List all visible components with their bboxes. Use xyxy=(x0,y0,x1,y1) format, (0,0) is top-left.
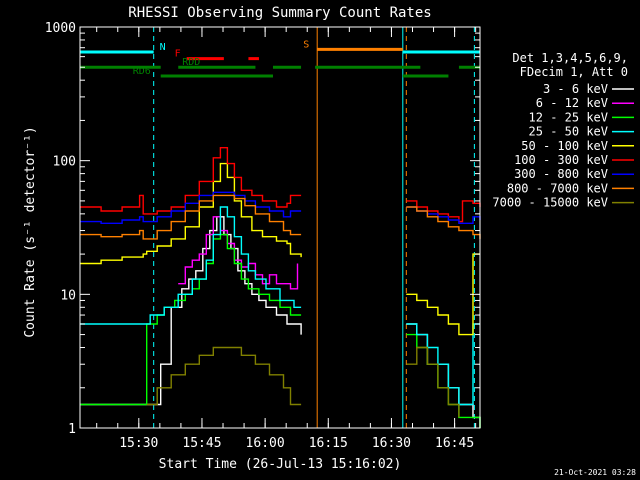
legend-header-0: Det 1,3,4,5,6,9, xyxy=(512,51,628,65)
x-tick-label-5: 16:45 xyxy=(435,436,474,451)
series-line-4-seg-1 xyxy=(406,253,480,336)
legend-entry-2: 12 - 25 keV xyxy=(529,110,608,124)
flag-label-n: N xyxy=(160,42,166,53)
timestamp: 21-Oct-2021 03:28 xyxy=(554,468,636,477)
x-tick-label-2: 16:00 xyxy=(246,436,285,451)
flag-label-rdd: RDD xyxy=(182,57,200,68)
legend-entry-8: 7000 - 15000 keV xyxy=(492,196,608,210)
x-tick-label-4: 16:30 xyxy=(372,436,411,451)
legend-entry-7: 800 - 7000 keV xyxy=(507,181,608,195)
legend-entry-4: 50 - 100 keV xyxy=(521,139,608,153)
legend-entry-5: 100 - 300 keV xyxy=(514,153,608,167)
flag-label-f: F xyxy=(175,49,181,60)
series-line-7-seg-0 xyxy=(80,194,302,240)
series-line-3-seg-1 xyxy=(406,323,480,406)
chart-title: RHESSI Observing Summary Count Rates xyxy=(128,5,431,21)
x-axis-label: Start Time (26-Jul-13 15:16:02) xyxy=(159,457,402,472)
series-line-8-seg-1 xyxy=(406,346,460,418)
legend-entry-0: 3 - 6 keV xyxy=(543,82,608,96)
legend-entry-6: 300 - 800 keV xyxy=(514,167,608,181)
series-line-4-seg-0 xyxy=(80,162,302,265)
legend-entry-3: 25 - 50 keV xyxy=(529,125,608,139)
series-line-1-seg-0 xyxy=(178,216,299,290)
legend-entry-1: 6 - 12 keV xyxy=(536,96,608,110)
y-tick-label-1: 10 xyxy=(60,288,76,303)
flag-label-rd6: RD6 xyxy=(133,66,151,77)
axes-frame xyxy=(79,26,481,429)
series-line-8-seg-0 xyxy=(146,346,302,406)
x-tick-label-1: 15:45 xyxy=(182,436,221,451)
flag-label-s: S xyxy=(303,39,309,50)
series-line-5-seg-0 xyxy=(80,147,302,215)
series-line-3-seg-0 xyxy=(80,206,302,325)
x-tick-label-3: 16:15 xyxy=(309,436,348,451)
legend: Det 1,3,4,5,6,9,FDecim 1, Att 0 3 - 6 keV… xyxy=(492,51,634,210)
y-tick-label-0: 1 xyxy=(68,422,76,437)
y-axis-label: Count Rate (s⁻¹ detector⁻¹) xyxy=(23,126,38,337)
y-tick-label-3: 1000 xyxy=(45,21,76,36)
legend-header-1: FDecim 1, Att 0 xyxy=(520,65,628,79)
series-line-7-seg-1 xyxy=(406,206,481,239)
series-line-6-seg-0 xyxy=(80,191,302,224)
y-tick-label-2: 100 xyxy=(53,155,76,170)
x-tick-label-0: 15:30 xyxy=(119,436,158,451)
series-line-2-seg-0 xyxy=(80,233,302,406)
